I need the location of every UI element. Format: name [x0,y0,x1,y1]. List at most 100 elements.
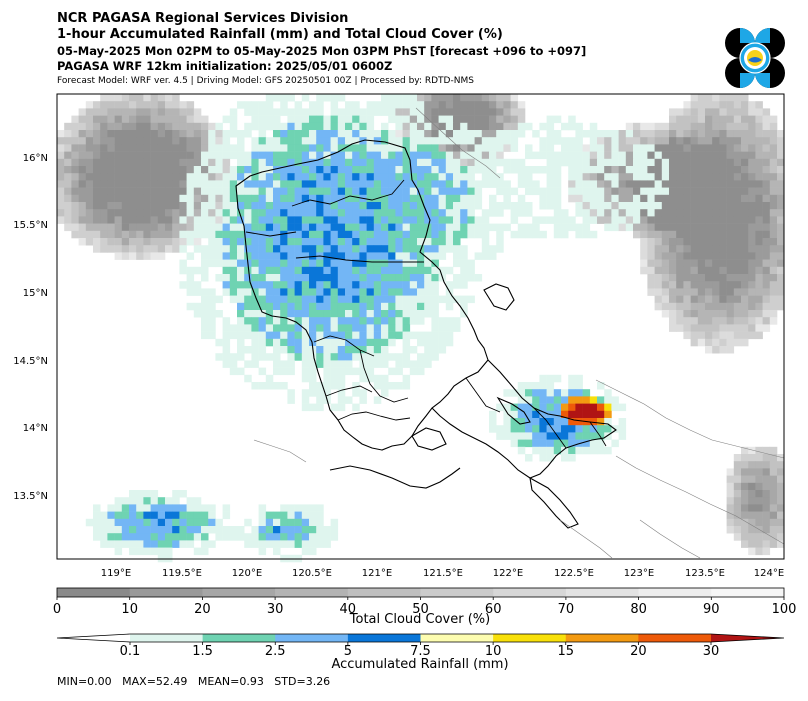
grid-cell [503,180,511,188]
grid-cell [532,130,540,138]
grid-cell [431,310,439,318]
grid-cell [611,180,619,188]
grid-cell [373,144,382,152]
grid-cell [85,173,94,181]
grid-cell [316,115,324,124]
rain-colorbar-swatch [347,634,421,642]
grid-cell [150,180,159,188]
grid-cell [568,144,576,152]
grid-cell [316,533,324,541]
grid-cell [85,101,94,109]
grid-cell [733,122,742,131]
grid-cell [683,223,691,232]
grid-cell [388,288,396,296]
grid-cell [366,194,375,203]
grid-cell [424,130,432,138]
grid-cell [546,216,555,224]
grid-cell [287,122,295,131]
grid-cell [474,122,483,131]
cloud-colorbar-swatch [57,588,131,597]
grid-cell [388,151,396,160]
grid-cell [157,180,166,188]
grid-cell [409,274,418,282]
grid-cell [748,209,756,217]
grid-cell [265,108,274,116]
grid-cell [409,202,418,210]
grid-cell [251,223,259,232]
grid-cell [244,194,252,203]
grid-cell [309,353,317,361]
grid-cell [294,288,303,296]
grid-cell [755,274,763,282]
grid-cell [114,209,123,217]
grid-cell [129,533,137,541]
grid-cell [604,396,612,404]
grid-cell [683,158,691,167]
grid-cell [280,259,288,268]
grid-cell [762,490,771,498]
grid-cell [474,180,483,188]
grid-cell [136,151,144,160]
grid-cell [625,209,634,217]
grid-cell [777,238,785,246]
grid-cell [309,230,317,239]
grid-cell [309,540,317,548]
grid-cell [438,108,447,116]
grid-cell [114,511,123,520]
grid-cell [402,382,411,390]
grid-cell [719,144,727,152]
luzon-coastline [235,139,489,451]
grid-cell [93,115,101,124]
grid-cell [654,252,663,260]
grid-cell [201,504,209,512]
grid-cell [496,108,504,116]
grid-cell [359,374,367,383]
grid-cell [625,122,634,131]
grid-cell [755,295,763,304]
grid-cell [273,108,281,116]
grid-cell [647,259,655,268]
grid-cell [409,180,418,188]
grid-cell [647,151,655,160]
grid-cell [165,180,173,188]
grid-cell [64,130,72,138]
grid-cell [330,374,339,383]
grid-cell [395,230,403,239]
grid-cell [402,166,411,174]
grid-cell [179,490,187,498]
grid-cell [402,230,411,239]
grid-cell [762,504,771,512]
grid-cell [568,446,576,455]
title-initialization: PAGASA WRF 12km initialization: 2025/05/… [57,59,393,73]
grid-cell [71,230,79,239]
grid-cell [546,130,555,138]
grid-cell [114,187,123,196]
grid-cell [769,252,778,260]
grid-cell [157,173,166,181]
grid-cell [85,144,94,152]
grid-cell [762,454,771,462]
grid-cell [93,230,101,239]
grid-cell [287,144,295,152]
grid-cell [726,490,735,498]
grid-cell [93,173,101,181]
grid-cell [244,130,252,138]
grid-cell [251,331,259,340]
grid-cell [690,266,699,275]
grid-cell [136,547,144,556]
grid-cell [733,115,742,124]
grid-cell [402,144,411,152]
grid-cell [222,288,231,296]
grid-cell [481,166,490,174]
grid-cell [431,331,439,340]
grid-cell [683,173,691,181]
grid-cell [697,130,706,138]
grid-cell [143,180,151,188]
grid-cell [597,187,605,196]
grid-cell [100,101,108,109]
grid-cell [388,367,396,376]
grid-cell [777,274,785,282]
grid-cell [330,346,339,354]
grid-cell [431,166,439,174]
grid-cell [323,202,331,210]
